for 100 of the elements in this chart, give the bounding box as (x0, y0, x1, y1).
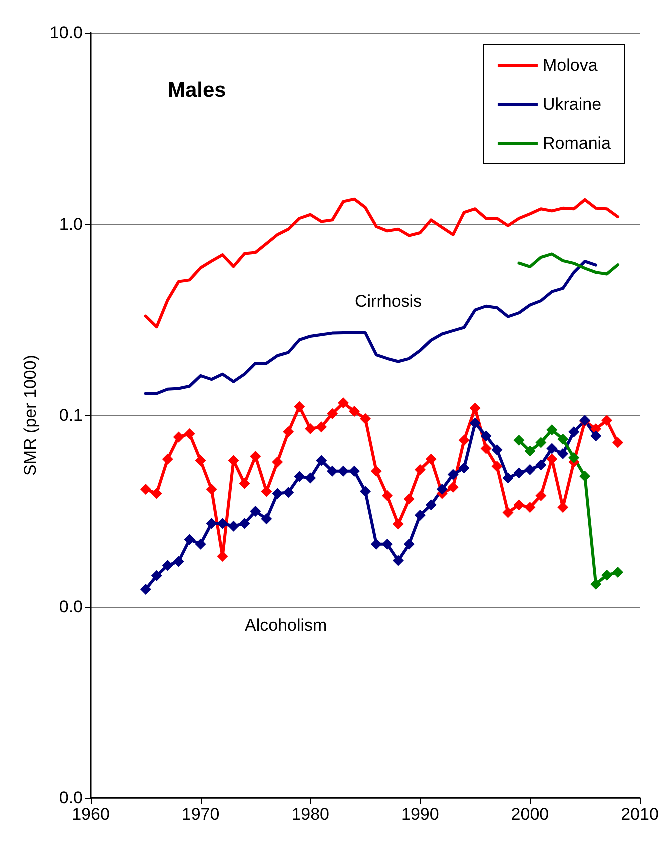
point (514, 468, 525, 479)
legend-label: Ukraine (542, 95, 602, 114)
point (349, 466, 360, 477)
point (294, 401, 306, 412)
point (327, 408, 338, 420)
point (184, 428, 196, 440)
x-tick-label: 1960 (72, 805, 110, 824)
point (370, 466, 382, 477)
point (414, 464, 426, 476)
point (316, 455, 328, 466)
point (338, 466, 350, 477)
point (492, 461, 503, 472)
point (436, 484, 448, 496)
y-tick-label: 0.0 (59, 597, 83, 616)
point (502, 472, 514, 484)
y-tick-label: 0.0 (59, 788, 83, 808)
y-tick-label: 1.0 (59, 214, 83, 234)
point (558, 434, 569, 445)
point (261, 486, 272, 498)
point (206, 484, 218, 496)
point (316, 422, 328, 433)
point (382, 490, 393, 502)
point (305, 424, 316, 434)
point (392, 518, 404, 530)
point (524, 464, 536, 476)
annotation: Alcoholism (245, 616, 328, 635)
point (426, 500, 437, 511)
point (426, 454, 437, 465)
point (151, 488, 162, 500)
point (612, 437, 624, 448)
legend-label: Molova (542, 56, 598, 75)
point (305, 472, 316, 484)
point (546, 443, 558, 454)
point (480, 430, 492, 442)
point (206, 518, 218, 530)
point (612, 567, 624, 578)
point (568, 426, 580, 438)
point (568, 452, 580, 464)
y-tick-label: 10.0 (50, 24, 83, 42)
point (162, 560, 174, 572)
text: Males (168, 79, 226, 102)
point (250, 451, 262, 462)
point (283, 487, 294, 498)
point (272, 488, 284, 500)
x-tick-label: 1980 (292, 805, 330, 824)
x-tick-label: 1970 (182, 805, 220, 824)
point (470, 402, 481, 414)
point (272, 456, 284, 468)
y-tick-label: 0.1 (59, 406, 83, 425)
line-series (144, 198, 620, 329)
point (261, 514, 272, 525)
point (492, 444, 503, 456)
point (470, 418, 481, 429)
annotation: Cirrhosis (355, 292, 422, 311)
point (458, 462, 470, 474)
x-tick-label: 2010 (621, 805, 659, 824)
point (239, 518, 250, 530)
point (184, 534, 196, 546)
point (195, 538, 206, 550)
point (448, 469, 459, 480)
point (536, 460, 547, 471)
point (162, 454, 174, 465)
point (239, 478, 250, 490)
point (140, 584, 152, 596)
point (195, 455, 206, 466)
point (283, 426, 294, 438)
point (294, 471, 306, 482)
point (590, 430, 602, 442)
point (382, 538, 393, 550)
point (250, 506, 262, 517)
point (458, 435, 470, 446)
line-series (144, 260, 598, 396)
point (140, 484, 152, 496)
line-series (518, 252, 620, 276)
point (228, 520, 240, 532)
point (151, 570, 162, 582)
point (524, 502, 536, 514)
y-axis-title: SMR (per 1000) (21, 355, 40, 476)
point (217, 518, 228, 530)
point (404, 538, 415, 550)
x-tick-label: 2000 (511, 805, 550, 824)
point (360, 413, 371, 424)
point (173, 556, 184, 568)
point (558, 448, 569, 460)
point (536, 437, 547, 448)
point (327, 466, 338, 477)
point (349, 406, 360, 417)
point (404, 494, 415, 505)
point (480, 443, 492, 454)
point (546, 424, 558, 436)
point (514, 435, 525, 446)
point (414, 510, 426, 521)
point (602, 415, 613, 426)
point (392, 555, 404, 566)
point (536, 490, 547, 502)
point (502, 507, 514, 518)
point (602, 570, 613, 581)
point (590, 578, 602, 590)
point (370, 538, 382, 550)
x-tick-label: 1990 (401, 805, 440, 824)
